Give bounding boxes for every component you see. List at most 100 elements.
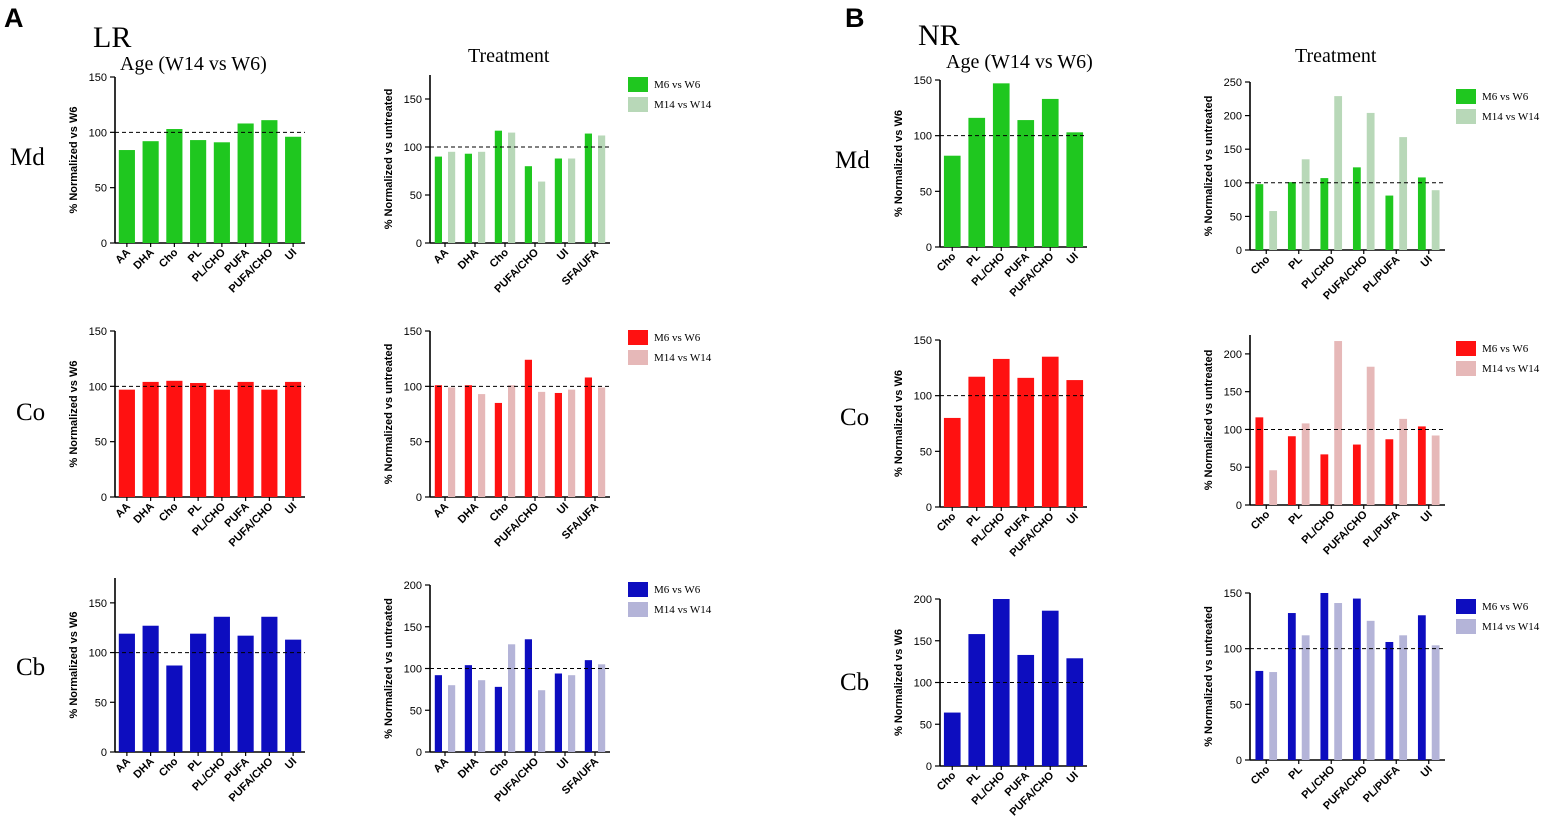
legend-swatch [1456,341,1476,356]
category-label: Cho [935,769,959,793]
y-tick-label: 50 [95,437,107,449]
bar-pufa-cho-m14 [538,391,546,497]
bar-aa-m14 [448,151,456,243]
category-label: DHA [131,756,156,781]
bar-pl [968,376,986,507]
bar-pufa-cho [1041,98,1059,247]
bar-pufa [1017,377,1035,507]
y-tick-label: 150 [404,94,422,106]
bar-cho-m6 [494,130,502,243]
bar-pl-cho-m14 [1334,603,1343,760]
bar-cho-m14 [1269,470,1278,505]
y-axis-label: % Normalized vs untreated [1203,350,1215,491]
bar-pufa [237,635,254,752]
bar-pl [968,117,986,247]
category-label: Cho [488,500,512,524]
y-tick-label: 100 [404,142,422,154]
chart-nr-md-treat: 0 50 100 150 200 250 % Normalized vs untreated… [1203,77,1540,302]
bar-sfa-ufa-m14 [598,135,606,243]
bar-pl-pufa-m14 [1399,137,1408,250]
panel-label-b: B [845,3,865,33]
legend-label: M6 vs W6 [1482,601,1529,613]
bar-pl-m14 [1301,423,1310,505]
y-tick-label: 50 [920,186,932,198]
y-tick-label: 100 [914,678,932,690]
category-label: Cho [488,246,512,270]
bar-pufa-cho-m14 [538,181,546,243]
y-axis-label: % Normalized vs W6 [68,361,80,468]
y-tick-label: 100 [89,127,107,139]
category-label: AA [113,247,133,267]
legend-label: M14 vs W14 [654,604,712,616]
y-tick-label: 50 [410,705,422,717]
bar-dha-m6 [464,153,472,243]
y-tick-label: 0 [416,747,422,759]
category-label: PL [186,500,205,519]
bar-pl-pufa-m6 [1385,195,1394,250]
bar-pl-pufa-m6 [1385,641,1394,760]
bar-aa-m6 [434,156,442,243]
bar-cho-m14 [508,132,516,243]
category-label: Cho [935,510,959,534]
bar-pl-pufa-m14 [1399,418,1408,505]
bar-pl-m14 [1301,159,1310,250]
legend-label: M6 vs W6 [1482,343,1529,355]
panel-label-a: A [4,3,24,33]
y-tick-label: 150 [1224,588,1242,600]
legend-swatch [628,77,648,92]
bar-cho-m14 [1269,211,1278,250]
y-axis-label: % Normalized vs untreated [1203,96,1215,237]
y-tick-label: 150 [89,72,107,84]
bar-cho-m6 [1255,670,1264,760]
y-tick-label: 50 [920,446,932,458]
category-label: PL [1286,508,1305,527]
bar-ui-m6 [1417,177,1426,250]
y-tick-label: 100 [89,381,107,393]
bar-cho [943,712,961,766]
bar-ui [1066,132,1084,247]
column-title-age-nr: Age (W14 vs W6) [946,51,1093,73]
bar-pufa-cho [261,389,278,497]
y-tick-label: 200 [914,594,932,606]
bar-pl-m6 [1287,436,1296,505]
y-tick-label: 200 [404,580,422,592]
legend-label: M6 vs W6 [654,332,701,344]
row-label-co-nr: Co [840,404,869,431]
legend-swatch [628,602,648,617]
y-tick-label: 150 [914,75,932,87]
bar-ui-m6 [1417,615,1426,760]
bar-sfa-ufa-m14 [598,387,606,497]
y-tick-label: 100 [1224,644,1242,656]
bar-dha [142,141,159,243]
column-title-treatment-nr: Treatment [1295,45,1377,67]
bar-pl-cho [213,389,230,497]
bar-pufa-cho-m6 [524,166,532,243]
legend-label: M6 vs W6 [654,584,701,596]
y-tick-label: 0 [926,761,932,773]
bar-pl-cho [992,83,1010,247]
y-axis-label: % Normalized vs W6 [893,370,905,477]
y-tick-label: 150 [404,622,422,634]
bar-pufa-cho-m6 [1352,444,1361,505]
category-label: Cho [157,246,181,270]
y-axis-label: % Normalized vs W6 [893,629,905,736]
y-tick-label: 50 [1230,462,1242,474]
bar-cho-m14 [508,644,516,752]
bar-cho [166,665,183,752]
bar-aa-m14 [448,685,456,752]
category-label: UI [555,247,571,263]
bar-cho-m6 [1255,417,1264,505]
category-label: Cho [1249,253,1273,277]
bar-ui-m6 [554,673,562,752]
category-label: UI [283,247,299,263]
y-axis-label: % Normalized vs W6 [893,110,905,217]
row-label-md-lr: Md [10,144,45,171]
bar-pl [190,140,207,243]
category-label: UI [1419,764,1435,780]
bar-aa-m6 [434,385,442,497]
